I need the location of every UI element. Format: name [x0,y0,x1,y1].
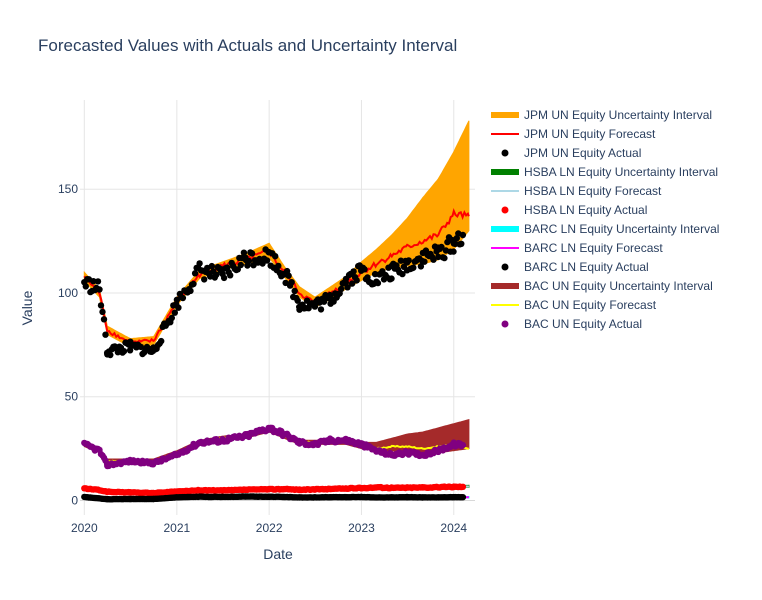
jpm-un-equity-actual-point [421,258,428,265]
jpm-un-equity-actual-point [338,285,345,293]
jpm-un-equity-actual-point [441,254,448,262]
jpm-un-equity-actual-point [361,266,368,273]
legend-label-jpm-un-equity-uncertainty-interval[interactable]: JPM UN Equity Uncertainty Interval [524,108,712,122]
legend-label-barc-ln-equity-actual[interactable]: BARC LN Equity Actual [524,260,649,274]
jpm-un-equity-actual-point [201,276,208,283]
jpm-un-equity-actual-point [397,257,405,264]
y-tick-label: 0 [71,493,78,507]
jpm-un-equity-actual-point [311,303,319,310]
jpm-un-equity-actual-point [374,279,382,287]
jpm-un-equity-actual-point [82,283,90,290]
jpm-un-equity-actual-point [227,272,234,279]
jpm-un-equity-actual-point [102,331,109,338]
jpm-un-equity-actual-point [168,314,175,322]
jpm-un-equity-actual-point [450,248,457,255]
legend-label-hsba-ln-equity-actual[interactable]: HSBA LN Equity Actual [524,203,647,217]
x-tick-label: 2020 [71,521,98,535]
jpm-un-equity-actual-point [458,240,465,247]
legend-label-jpm-un-equity-actual[interactable]: JPM UN Equity Actual [524,146,641,160]
jpm-un-equity-actual-point [350,268,357,275]
legend-label-jpm-un-equity-forecast[interactable]: JPM UN Equity Forecast [524,127,656,141]
jpm-un-equity-actual-point [353,277,360,284]
jpm-un-equity-actual-point [237,261,244,269]
jpm-un-equity-actual-point [438,243,445,251]
jpm-un-equity-actual-point [272,253,279,260]
jpm-un-equity-actual-point [288,279,295,286]
legend-swatch-bac-un-equity-actual [501,320,509,328]
legend-swatch-barc-ln-equity-actual [501,263,509,271]
jpm-un-equity-actual-point [417,263,425,270]
jpm-un-equity-actual-point [90,278,97,285]
jpm-un-equity-actual-point [94,278,102,285]
jpm-un-equity-actual-point [294,297,301,304]
bac-un-equity-actual-point [459,441,467,449]
jpm-un-equity-actual-point [275,262,282,270]
x-tick-label: 2024 [440,521,467,535]
legend-label-hsba-ln-equity-forecast[interactable]: HSBA LN Equity Forecast [524,184,662,198]
jpm-un-equity-actual-point [196,260,203,267]
jpm-un-equity-actual-point [388,275,395,282]
jpm-un-equity-actual-point [126,347,134,354]
jpm-un-equity-forecast-line [83,207,470,346]
series-layer [81,120,470,503]
jpm-un-equity-actual-point [100,316,108,323]
jpm-un-equity-actual-point [240,249,248,256]
jpm-un-equity-actual-point [158,337,165,345]
jpm-un-equity-actual-point [320,298,328,305]
jpm-un-equity-actual-point [263,257,271,264]
jpm-un-equity-actual-point [399,270,406,278]
jpm-un-equity-actual-point [259,260,266,267]
legend-label-bac-un-equity-forecast[interactable]: BAC UN Equity Forecast [524,298,657,312]
jpm-un-equity-actual-point [430,256,437,263]
jpm-un-equity-actual-point [348,280,356,287]
jpm-un-equity-actual-point [179,294,187,302]
x-axis-title: Date [263,546,293,562]
jpm-un-equity-actual-point [190,280,197,288]
jpm-un-equity-actual-point [99,308,106,316]
jpm-un-equity-actual-point [405,257,412,264]
jpm-un-equity-actual-point [187,287,194,295]
jpm-un-equity-actual-point [96,286,103,293]
jpm-un-equity-actual-point [208,262,215,270]
y-axis-title: Value [19,290,35,325]
legend-label-barc-ln-equity-forecast[interactable]: BARC LN Equity Forecast [524,241,663,255]
jpm-un-equity-actual-point [317,306,325,313]
jpm-un-equity-actual-point [191,270,199,277]
legend[interactable]: JPM UN Equity Uncertainty Interval JPM UN… [491,108,719,331]
jpm-un-equity-actual-point [245,257,253,265]
x-tick-label: 2021 [164,521,191,535]
barc-ln-equity-actual-point [459,494,467,501]
x-tick-label: 2023 [348,521,375,535]
jpm-un-equity-actual-point [97,302,105,309]
hsba-ln-equity-actual-point [459,483,467,490]
jpm-un-equity-actual-point [248,250,256,257]
jpm-un-equity-actual-point [120,348,128,355]
chart-title: Forecasted Values with Actuals and Uncer… [38,36,457,55]
jpm-un-equity-actual-point [344,284,351,291]
jpm-un-equity-actual-point [459,231,467,239]
legend-label-bac-un-equity-uncertainty-interval[interactable]: BAC UN Equity Uncertainty Interval [524,279,713,293]
legend-swatch-hsba-ln-equity-actual [501,206,509,214]
y-tick-label: 100 [58,286,78,300]
legend-label-barc-ln-equity-uncertainty-interval[interactable]: BARC LN Equity Uncertainty Interval [524,222,719,236]
jpm-un-equity-actual-point [175,304,182,311]
y-tick-label: 50 [65,390,79,404]
jpm-un-equity-actual-point [137,343,145,351]
jpm-un-equity-actual-point [410,264,417,271]
jpm-un-equity-actual-point [435,253,442,261]
jpm-un-equity-actual-point [285,272,292,279]
x-tick-label: 2022 [256,521,283,535]
legend-label-bac-un-equity-actual[interactable]: BAC UN Equity Actual [524,317,642,331]
jpm-un-equity-actual-point [213,271,220,278]
jpm-un-equity-actual-point [220,274,228,282]
legend-label-hsba-ln-equity-uncertainty-interval[interactable]: HSBA LN Equity Uncertainty Interval [524,165,718,179]
jpm-un-equity-actual-point [107,351,114,359]
jpm-un-equity-actual-point [291,287,298,295]
jpm-un-equity-actual-point [171,309,178,316]
legend-swatch-jpm-un-equity-actual [501,149,509,157]
ticks: 2020 2021 2022 2023 2024 0 50 100 150 [58,182,467,535]
y-tick-label: 150 [58,182,78,196]
